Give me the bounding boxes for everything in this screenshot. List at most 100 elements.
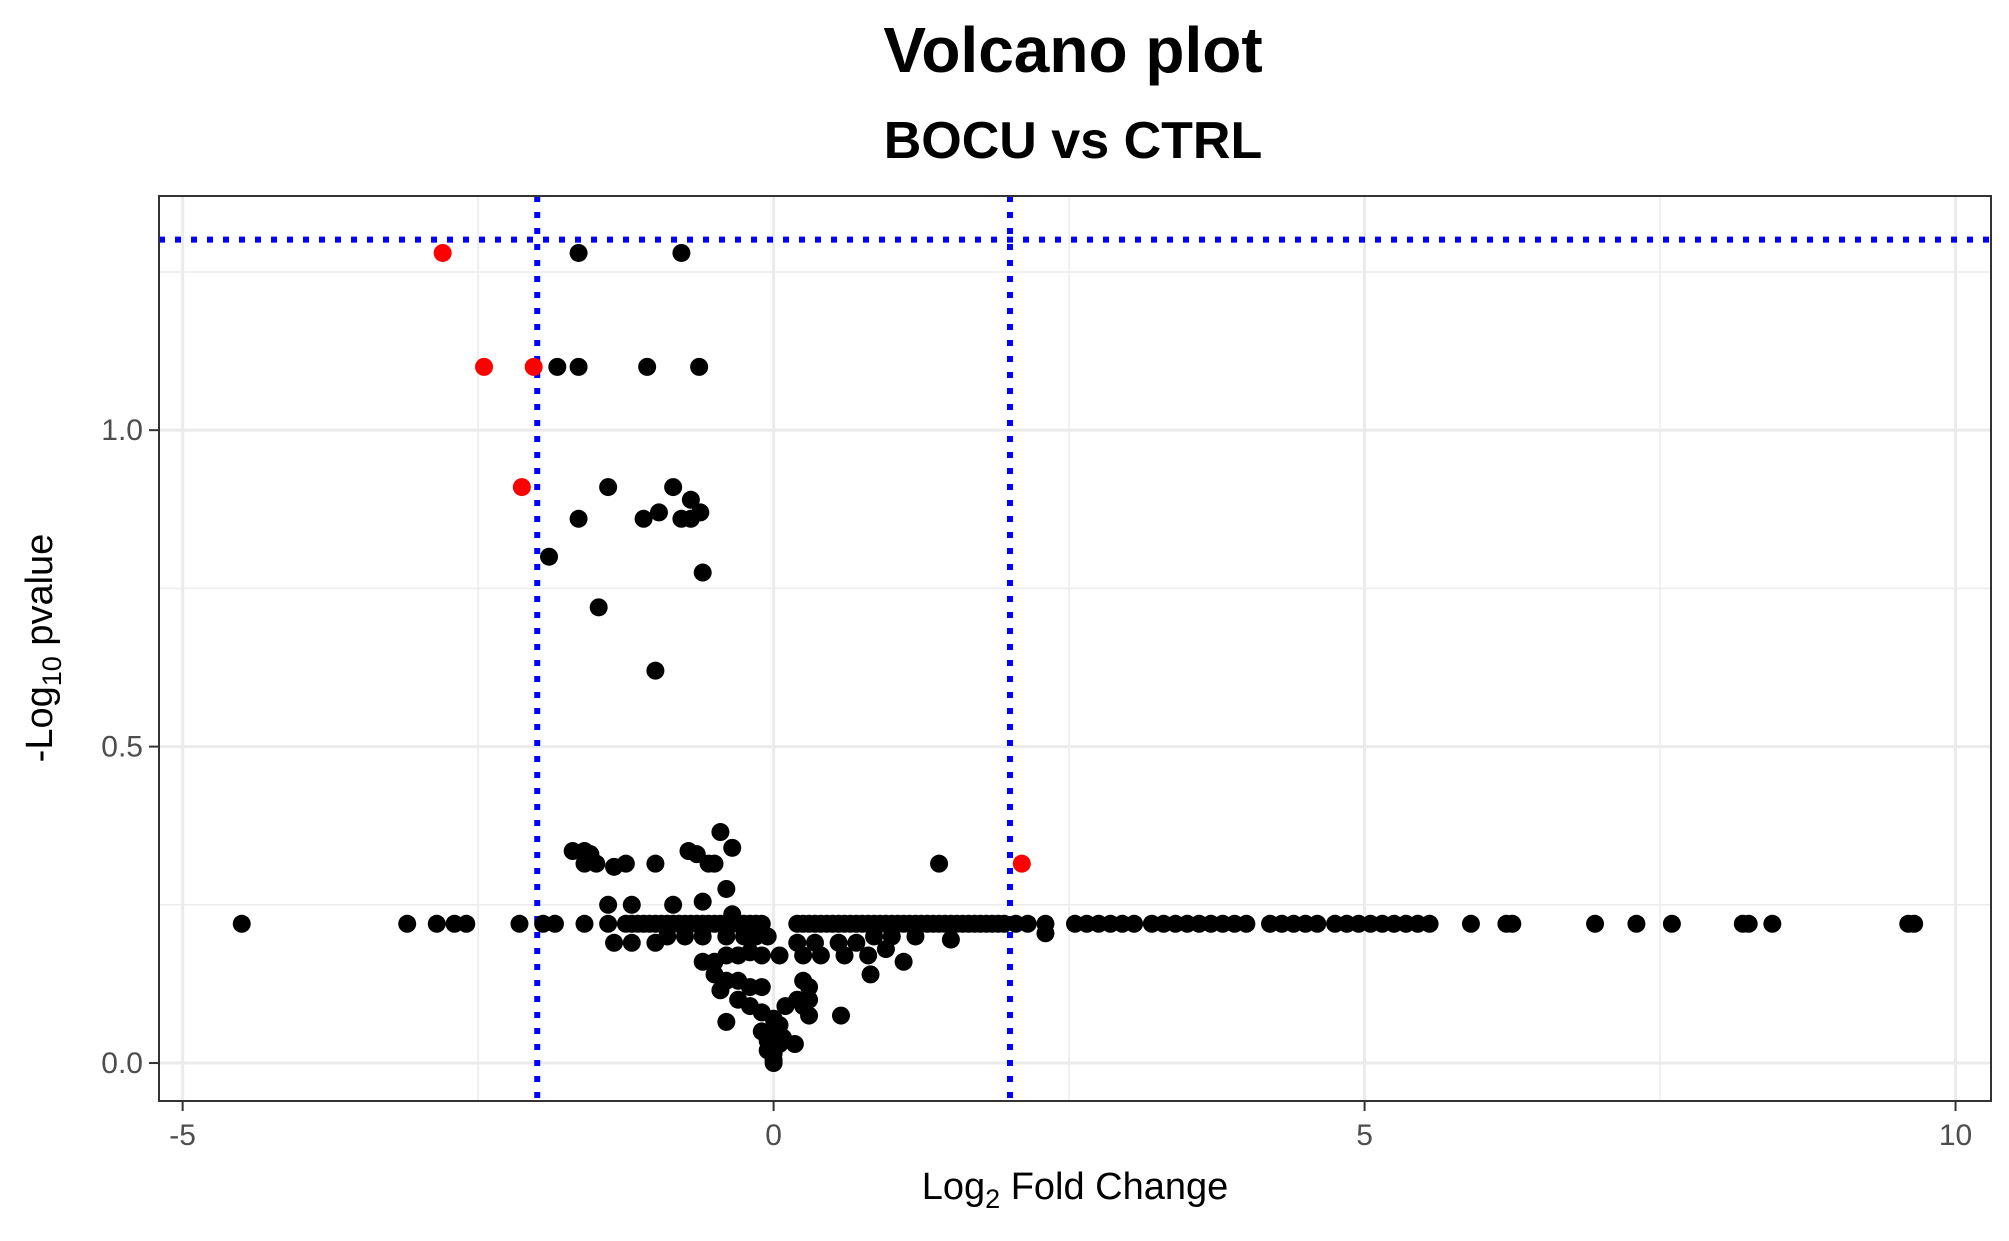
chart-title: Volcano plot (883, 14, 1262, 86)
data-point (800, 1006, 819, 1025)
data-point (646, 854, 665, 873)
y-axis-title-suffix: pvalue (19, 534, 61, 657)
data-point (548, 357, 567, 376)
data-point (794, 946, 813, 965)
significant-point (524, 357, 543, 376)
grid-lines (159, 196, 1991, 1101)
data-point (398, 914, 417, 933)
data-point (622, 895, 641, 914)
data-point (510, 914, 529, 933)
data-point (711, 823, 730, 842)
data-point (758, 927, 777, 946)
data-point (427, 914, 446, 933)
data-point (646, 661, 665, 680)
data-point (664, 895, 683, 914)
data-point (1420, 914, 1439, 933)
data-point (930, 854, 949, 873)
data-point (1627, 914, 1646, 933)
data-point (770, 946, 789, 965)
data-point (599, 478, 618, 497)
data-point (717, 879, 736, 898)
data-point (861, 965, 880, 984)
data-point (693, 563, 712, 582)
data-point (1905, 914, 1924, 933)
data-point (1503, 914, 1522, 933)
data-point (859, 946, 878, 965)
data-point (894, 952, 913, 971)
data-point (876, 940, 895, 959)
data-point (1125, 914, 1144, 933)
data-point (672, 243, 691, 262)
y-axis-title: -Log10 pvalue (19, 534, 67, 763)
data-point (587, 854, 606, 873)
y-axis-ticks: 0.0 0.5 1.0 (101, 414, 159, 1080)
data-point (540, 547, 559, 566)
chart-subtitle: BOCU vs CTRL (884, 112, 1262, 170)
y-tick-label: 0.5 (101, 731, 143, 764)
data-point (1662, 914, 1681, 933)
data-point (717, 927, 736, 946)
significant-point (433, 243, 452, 262)
data-point (1036, 924, 1055, 943)
data-point (711, 981, 730, 1000)
data-point (717, 1012, 736, 1031)
x-tick-label: 5 (1356, 1119, 1373, 1152)
data-point (232, 914, 251, 933)
data-point (941, 930, 960, 949)
threshold-lines (159, 196, 1991, 1101)
data-point (1763, 914, 1782, 933)
data-point (835, 946, 854, 965)
y-tick-label: 0.0 (101, 1047, 143, 1080)
data-point (605, 933, 624, 952)
data-point (589, 598, 608, 617)
x-tick-label: -5 (169, 1119, 196, 1152)
data-point (1308, 914, 1327, 933)
data-point (847, 933, 866, 952)
data-point (681, 490, 700, 509)
x-axis-title-prefix: Log (922, 1166, 985, 1208)
data-point (906, 927, 925, 946)
x-axis-title-subscript: 2 (985, 1184, 1000, 1214)
plot-panel-border (158, 195, 1992, 1102)
y-axis-title-subscript: 10 (37, 656, 67, 686)
data-point (1586, 914, 1605, 933)
data-point (752, 946, 771, 965)
data-point (752, 978, 771, 997)
x-axis-title: Log2 Fold Change (922, 1166, 1229, 1214)
x-axis-title-suffix: Fold Change (1000, 1166, 1228, 1208)
data-point (1018, 914, 1037, 933)
data-point (675, 927, 694, 946)
data-point (811, 946, 830, 965)
y-axis-title-prefix: -Log (19, 686, 61, 762)
data-points (232, 243, 1924, 1073)
data-point (1461, 914, 1480, 933)
data-point (831, 1006, 850, 1025)
data-point (1237, 914, 1256, 933)
data-point (569, 243, 588, 262)
data-point (764, 1054, 783, 1073)
data-point (575, 914, 594, 933)
data-point (690, 357, 709, 376)
significant-point (1012, 854, 1031, 873)
data-point (776, 997, 795, 1016)
data-point (569, 509, 588, 528)
data-point (457, 914, 476, 933)
data-point (658, 927, 677, 946)
y-tick-label: 1.0 (101, 414, 143, 447)
data-point (705, 854, 724, 873)
x-axis-ticks: -5 0 5 10 (169, 1101, 1972, 1152)
data-point (800, 978, 819, 997)
significant-point (475, 357, 494, 376)
data-point (693, 927, 712, 946)
data-point (785, 1035, 804, 1054)
data-point (638, 357, 657, 376)
significant-point (512, 478, 531, 497)
data-point (693, 892, 712, 911)
data-point (865, 927, 884, 946)
data-point (545, 914, 564, 933)
data-point (569, 357, 588, 376)
data-point (664, 478, 683, 497)
data-point (622, 933, 641, 952)
data-point (723, 838, 742, 857)
